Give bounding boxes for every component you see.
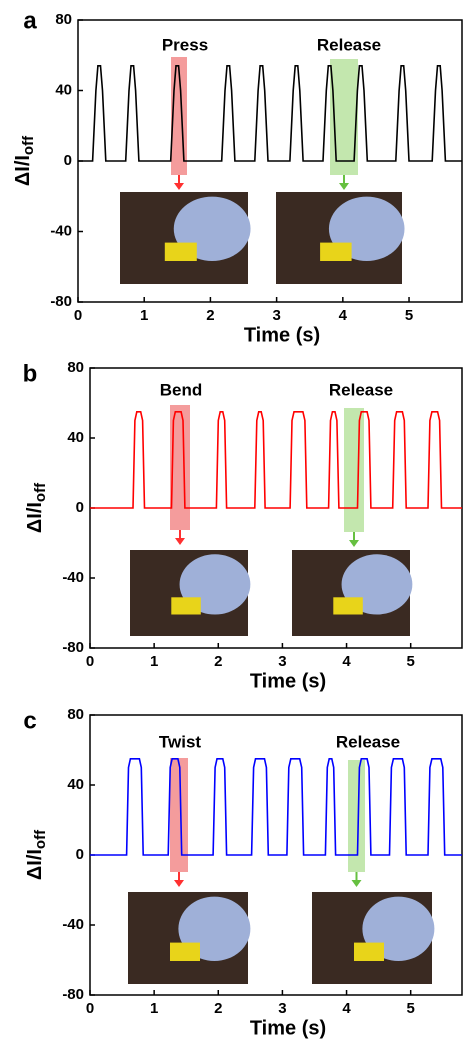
x-tick-label: 3 [272,307,280,324]
x-tick-label: 0 [86,1000,94,1017]
x-tick-label: 3 [278,653,286,670]
x-axis-label: Time (s) [250,1017,326,1039]
y-axis-label-sub: off [20,135,37,155]
x-tick-label: 4 [339,307,348,324]
annotation: Release [336,732,400,751]
x-tick-label: 3 [278,1000,286,1017]
arrow-head [351,880,362,887]
photo-device [333,597,363,615]
x-tick-label: 5 [407,653,415,670]
x-tick-label: 2 [214,1000,222,1017]
y-tick-label: -80 [50,293,72,310]
annotation: Bend [160,380,203,399]
x-tick-label: 4 [342,1000,351,1017]
photo-device [171,597,201,615]
y-axis-label-main: ΔI/I [12,155,34,186]
y-tick-label: -40 [62,916,84,933]
x-axis-label: Time (s) [244,324,320,346]
x-tick-label: 0 [74,307,82,324]
photo-device [164,242,197,261]
annotation: Press [162,35,208,54]
y-tick-label: -80 [62,639,84,656]
y-tick-label: 80 [55,11,72,28]
panel: -80 -40 0 40 80 0 1 2 3 4 5 Bend Release b Time (s) ΔI/… [23,359,463,692]
panel-label: c [23,707,36,734]
y-axis-label-main: ΔI/I [24,849,46,880]
data-line [90,758,462,856]
data-line [90,411,462,509]
arrow-head [174,880,184,887]
photo-device [354,942,384,961]
y-tick-label: 80 [67,706,84,723]
y-tick-label: -40 [50,222,72,239]
y-tick-label: 0 [76,846,84,863]
panel: -80 -40 0 40 80 0 1 2 3 4 5 Twist Release c Time (s) ΔI… [23,706,463,1039]
y-tick-label: 40 [55,81,72,98]
highlight [170,758,188,872]
annotation: Release [329,380,393,399]
y-tick-label: 80 [67,359,84,376]
y-axis-label: ΔI/Ioff [24,482,49,533]
arrow-head [175,538,185,545]
x-tick-label: 5 [407,1000,415,1017]
x-tick-label: 1 [140,307,148,324]
panel-label: a [23,7,37,34]
y-axis-label-sub: off [32,829,49,849]
data-line [78,65,462,162]
x-tick-label: 0 [86,653,94,670]
y-tick-label: 0 [76,499,84,516]
annotation: Twist [159,732,202,751]
photo-device [320,242,352,261]
x-tick-label: 5 [405,307,413,324]
x-tick-label: 1 [150,1000,158,1017]
arrow-head [339,183,349,190]
x-tick-label: 4 [342,653,351,670]
y-tick-label: -40 [62,569,84,586]
photo-device [170,942,200,961]
y-tick-label: 40 [67,776,84,793]
x-tick-label: 2 [214,653,222,670]
arrow-head [349,540,359,547]
y-tick-label: -80 [62,986,84,1003]
highlight [348,760,365,872]
y-axis-label: ΔI/Ioff [12,135,37,186]
y-axis-label-sub: off [32,482,49,502]
panel: -80 -40 0 40 80 0 1 2 3 4 5 Press Release a Time (s) ΔI… [12,7,463,346]
x-tick-label: 1 [150,653,158,670]
arrow-head [174,183,184,190]
y-axis-label-main: ΔI/I [24,502,46,533]
highlight [344,408,364,532]
panel-label: b [23,360,38,387]
y-tick-label: 40 [67,429,84,446]
y-axis-label: ΔI/Ioff [24,829,49,880]
x-axis-label: Time (s) [250,670,326,692]
x-tick-label: 2 [206,307,214,324]
annotation: Release [317,35,381,54]
y-tick-label: 0 [64,152,72,169]
